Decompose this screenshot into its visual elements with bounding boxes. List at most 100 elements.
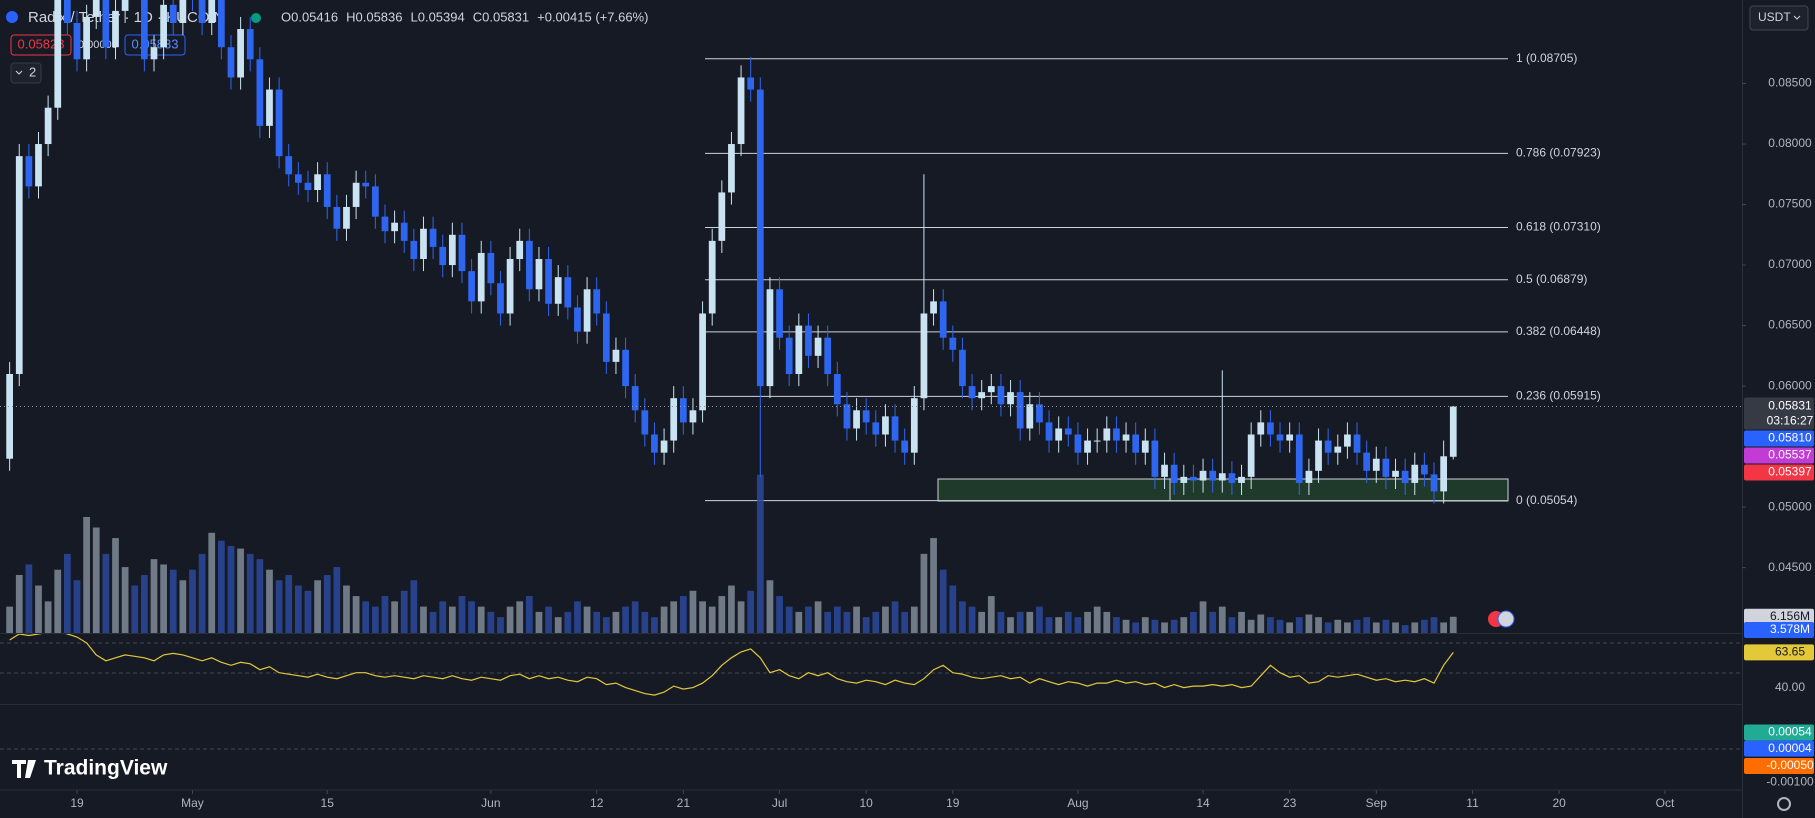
volume-bar [150,559,158,633]
volume-bar [275,580,283,633]
volume-bar [294,585,302,633]
symbol-icon [6,11,18,23]
volume-bar [1074,617,1082,633]
volume-bar [756,474,764,633]
candle-body [15,156,23,374]
volume-bar [35,585,42,633]
candle-body [1382,458,1390,477]
candle-body [1093,440,1101,442]
candle-body [1238,476,1245,483]
candle-body [882,416,889,435]
candle-body [73,22,81,60]
volume-label: 6.156M [1770,609,1810,623]
y-tick-label: 0.07000 [1768,257,1812,271]
candle-body [1372,458,1380,471]
candle-body [1151,440,1159,477]
candle-body [776,289,783,338]
volume-bar [1353,619,1361,633]
candle-body [805,325,812,356]
volume-bar [612,611,620,633]
volume-bar [160,564,167,633]
range-box [937,478,1509,502]
volume-bar [968,606,976,633]
candle-body [901,440,909,453]
currency-label[interactable]: USDT [1758,10,1791,24]
volume-bar [814,601,822,633]
volume-bar [1026,611,1034,633]
candle-body [1064,428,1072,435]
volume-bar [1295,617,1303,633]
candle-body [343,206,350,229]
volume-bar [1190,611,1197,633]
candle-body [978,392,986,399]
volume-bar [381,596,389,633]
rsi-line [9,634,1454,696]
candle-body [516,240,524,260]
candle-body [766,289,774,387]
candle-body [949,337,957,350]
candle-body [622,349,629,387]
candle-body [439,246,447,266]
axes: 1 (0.08705) 0.786 (0.07923) 0.618 (0.07310… [70,51,1814,810]
bid-box[interactable] [10,34,72,56]
volume-bar [410,580,418,633]
volume-bar [1411,622,1419,633]
ma-label-box [1744,430,1814,447]
volume-bar [843,611,851,633]
bid-price[interactable]: 0.05828 [18,36,65,51]
candle-body [872,422,880,435]
volume-bar [1218,606,1226,633]
last-price-label: 0.05831 [1768,399,1812,413]
x-tick-label: 23 [1283,796,1297,810]
ma-label: 0.05810 [1768,431,1812,445]
macd-label-box [1744,740,1814,757]
ohlc-value: H0.05836 [346,9,402,24]
volume-bar [1045,617,1053,633]
chevron [1793,15,1801,20]
event-flag[interactable] [1497,610,1515,628]
candle-body [968,386,976,399]
volume-bar [6,606,13,633]
volume-bar [1199,601,1207,633]
volume-bar [285,574,293,633]
volume-bar [583,606,591,633]
volume-bar [805,606,812,633]
settings-icon[interactable] [1777,797,1791,811]
x-tick-label: 19 [946,796,960,810]
macd-tick-label: -0.00100 [1766,774,1814,788]
volume-bar [1401,625,1409,633]
candle-body [910,398,918,453]
volume-bar [420,606,427,633]
x-tick-label: 21 [677,796,691,810]
candle-body [1324,440,1332,453]
volume-bar [795,611,803,633]
candle-body [554,277,562,304]
indicator-toggle[interactable] [10,62,42,84]
candle-body [102,0,110,48]
x-tick-label: Oct [1656,796,1675,810]
candle-body [198,0,206,23]
volume-bar [747,590,755,633]
volume-bar [1286,622,1294,633]
volume-bar [564,611,572,633]
volume-bar [554,617,562,633]
volume-bar [1180,617,1188,633]
candle-body [25,156,33,187]
volume-bar [1103,611,1111,633]
volume-bar [872,611,880,633]
candle-body [121,0,129,11]
volume-bar [1324,622,1332,633]
candle-body [1103,428,1111,441]
volume-bar [112,538,119,633]
candle-body [737,77,745,145]
x-tick-label: Sep [1366,796,1388,810]
currency-button[interactable] [1749,5,1809,31]
indicator-count[interactable]: 2 [29,64,36,79]
volume-bar [352,596,360,633]
candle-body [429,228,437,247]
volume-bar [1421,619,1428,633]
volume-bar [930,538,937,633]
candle-body [1228,473,1236,483]
x-tick-label: Aug [1067,796,1088,810]
candle-body [574,307,581,332]
